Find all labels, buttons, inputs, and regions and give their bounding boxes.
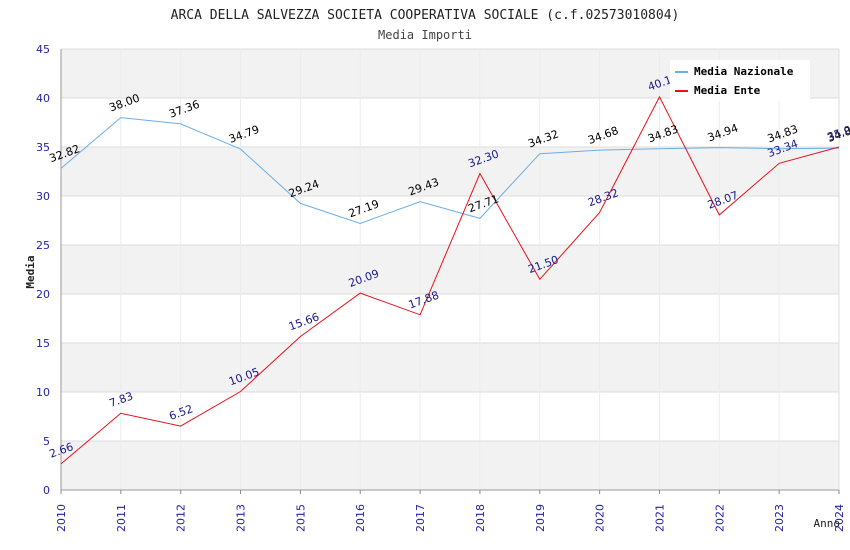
axes — [60, 49, 840, 494]
x-tick-label: 2024 — [833, 504, 846, 532]
data-label-media-ente: 35.00 — [826, 121, 850, 144]
x-axis-label: Anno — [814, 517, 841, 530]
legend-label-media-ente: Media Ente — [694, 84, 761, 97]
y-tick-label: 45 — [36, 43, 50, 56]
data-label-media-nazionale: 34.68 — [586, 124, 620, 147]
plot-band — [61, 245, 839, 294]
legend-label-media-nazionale: Media Nazionale — [694, 65, 794, 78]
data-label-media-nazionale: 34.94 — [706, 121, 740, 144]
y-tick-label: 35 — [36, 141, 50, 154]
legend-box — [670, 60, 810, 101]
x-tick-label: 2015 — [294, 504, 307, 532]
data-label-media-nazionale: 27.19 — [347, 197, 381, 220]
chart-title: ARCA DELLA SALVEZZA SOCIETA COOPERATIVA … — [171, 8, 680, 23]
x-tick-label: 2017 — [414, 504, 427, 532]
y-tick-label: 25 — [36, 239, 50, 252]
series-line-media-nazionale — [60, 117, 840, 225]
plot-band — [61, 147, 839, 196]
y-tick-label: 20 — [36, 288, 50, 301]
data-label-media-nazionale: 34.83 — [646, 122, 680, 145]
y-tick-labels: 0 5 10 15 20 25 30 35 40 45 — [36, 43, 50, 497]
y-tick-label: 40 — [36, 92, 50, 105]
plot-background-bands — [61, 49, 839, 490]
x-tick-label: 2021 — [653, 504, 666, 532]
y-tick-label: 10 — [36, 386, 50, 399]
plot-band — [61, 441, 839, 490]
x-tick-label: 2012 — [175, 504, 188, 532]
y-tick-label: 30 — [36, 190, 50, 203]
legend: Media Nazionale Media Ente — [670, 60, 810, 101]
x-tick-label: 2016 — [354, 504, 367, 532]
data-label-media-nazionale: 34.79 — [227, 123, 261, 146]
x-tick-label: 2013 — [235, 504, 248, 532]
x-tick-label: 2023 — [773, 504, 786, 532]
series-line-media-ente — [60, 95, 840, 465]
y-axis-label: Media — [24, 255, 37, 288]
x-tick-label: 2019 — [534, 504, 547, 532]
x-tick-label: 2020 — [594, 504, 607, 532]
data-label-media-ente: 15.66 — [287, 310, 321, 333]
x-tick-label: 2022 — [713, 504, 726, 532]
plot-band — [61, 343, 839, 392]
x-tick-label: 2011 — [115, 504, 128, 532]
y-tick-label: 0 — [43, 484, 50, 497]
x-tick-labels: 2010 2011 2012 2013 2015 2016 2017 2018 2019 2020… — [55, 504, 846, 532]
series-lines — [60, 95, 840, 465]
y-tick-label: 5 — [43, 435, 50, 448]
x-tick-label: 2018 — [474, 504, 487, 532]
data-label-media-nazionale: 37.36 — [167, 98, 201, 121]
chart-subtitle: Media Importi — [378, 28, 472, 42]
y-tick-label: 15 — [36, 337, 50, 350]
x-tick-label: 2010 — [55, 504, 68, 532]
